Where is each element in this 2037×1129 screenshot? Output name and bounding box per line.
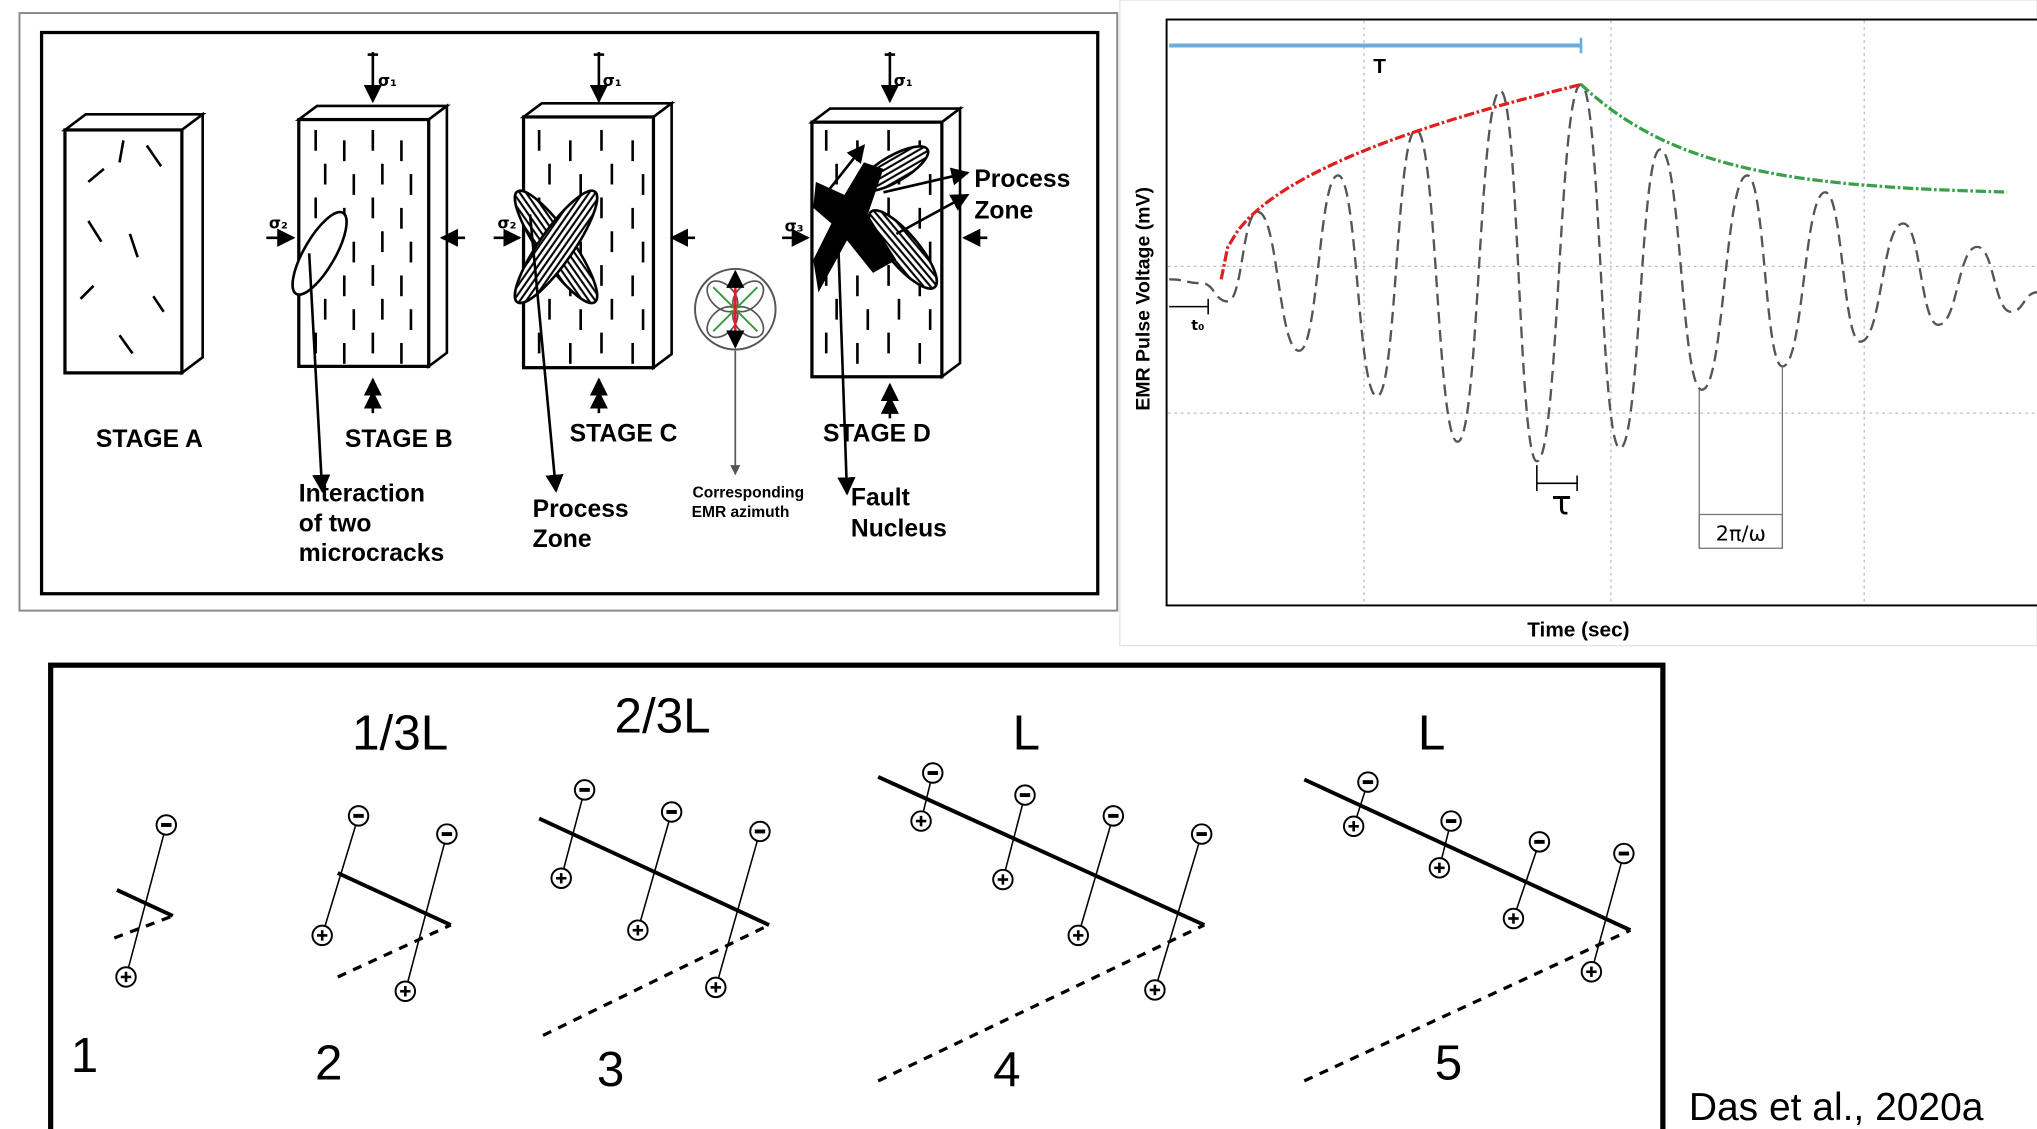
stress-labels: σ₁ σ₁ σ₁ σ₂ σ₂ σ₃ bbox=[269, 72, 913, 235]
microcrack bbox=[87, 167, 105, 183]
crack-graphics bbox=[113, 762, 1635, 1083]
axis-label: Time (sec) bbox=[1527, 619, 1629, 642]
stress-label: σ₁ bbox=[603, 72, 622, 90]
crack bbox=[1303, 777, 1632, 932]
stage-label: STAGE C bbox=[570, 421, 678, 448]
axis-label: EMR Pulse Voltage (mV) bbox=[1133, 187, 1155, 411]
annotation: t₀ bbox=[1191, 318, 1204, 334]
block-top bbox=[294, 104, 451, 121]
crack-dashed bbox=[113, 914, 174, 940]
length-label: 1/3L bbox=[352, 706, 448, 761]
step-number: 4 bbox=[993, 1042, 1020, 1097]
annotation: τ bbox=[1551, 483, 1571, 522]
stress-label: σ₁ bbox=[378, 72, 397, 90]
annotation: 2π/ω bbox=[1716, 521, 1766, 545]
block-top bbox=[61, 113, 207, 132]
crack-dashed bbox=[337, 923, 452, 979]
step-number: 2 bbox=[315, 1036, 342, 1091]
step-number: 1 bbox=[71, 1028, 98, 1083]
pointer-arrow bbox=[895, 193, 970, 236]
annotation: Corresponding bbox=[692, 485, 804, 502]
rise-envelope bbox=[1219, 82, 1582, 280]
pointer-arrow bbox=[307, 253, 331, 493]
microcrack bbox=[79, 284, 95, 300]
crack-ellipse bbox=[291, 210, 348, 296]
annotation: Fault bbox=[851, 484, 910, 511]
block-top bbox=[808, 107, 964, 124]
annotation: Interaction bbox=[299, 480, 425, 507]
length-label: L bbox=[1013, 706, 1040, 761]
microcrack bbox=[128, 233, 139, 258]
stage-label: STAGE D bbox=[823, 421, 931, 448]
length-label: 2/3L bbox=[615, 689, 711, 744]
stage-label: STAGE A bbox=[96, 426, 203, 453]
panel-frame bbox=[48, 662, 1666, 1129]
microcrack bbox=[118, 140, 125, 163]
stress-label: σ₂ bbox=[269, 215, 288, 233]
dipole-link bbox=[1590, 853, 1625, 972]
annotation: Zone bbox=[533, 526, 592, 553]
crack bbox=[336, 871, 452, 927]
period-box bbox=[1698, 513, 1784, 549]
pointer-arrow bbox=[823, 144, 866, 196]
microcrack bbox=[118, 334, 134, 355]
block-side bbox=[652, 100, 673, 371]
annotation: of two bbox=[299, 510, 372, 537]
annotation: Process bbox=[974, 166, 1070, 193]
annotation: Zone bbox=[974, 197, 1033, 224]
length-label: L bbox=[1418, 706, 1445, 761]
microcrack bbox=[145, 144, 163, 168]
stress-label: σ₃ bbox=[785, 217, 804, 235]
annotation: microcracks bbox=[299, 540, 444, 567]
block-side bbox=[940, 105, 962, 380]
step-number: 5 bbox=[1435, 1036, 1462, 1091]
fault-nucleus bbox=[813, 162, 897, 293]
block-front bbox=[63, 128, 184, 375]
annotation: Nucleus bbox=[851, 516, 947, 543]
step-number: 3 bbox=[597, 1042, 624, 1097]
pointer-arrow bbox=[883, 167, 970, 194]
stress-label: σ₁ bbox=[894, 72, 913, 90]
stage-graphics bbox=[61, 52, 988, 496]
plot-area bbox=[1165, 18, 2037, 607]
stage-labels: STAGE A STAGE B STAGE C STAGE D Interact… bbox=[96, 166, 1070, 567]
stress-label: σ₂ bbox=[498, 215, 517, 233]
crack bbox=[538, 816, 770, 927]
block-side bbox=[427, 103, 449, 369]
crack-dashed bbox=[542, 923, 770, 1037]
pointer-arrow bbox=[836, 233, 856, 496]
block-top bbox=[519, 102, 676, 119]
annotation: T bbox=[1373, 55, 1386, 78]
decay-envelope bbox=[1579, 83, 2008, 194]
emr-graphics bbox=[1167, 20, 2037, 605]
pointer-arrow bbox=[528, 214, 564, 493]
dipole-link bbox=[125, 824, 168, 978]
crack-labels: 1/3L 2/3L L L 1 2 3 4 5 bbox=[71, 689, 1463, 1097]
crack bbox=[877, 775, 1206, 927]
annotation: EMR azimuth bbox=[692, 504, 790, 521]
stage-label: STAGE B bbox=[345, 426, 453, 453]
block-side bbox=[180, 111, 204, 376]
microcrack bbox=[152, 295, 165, 313]
microcrack bbox=[87, 220, 103, 243]
crack bbox=[116, 888, 174, 918]
annotation: Process bbox=[533, 496, 629, 523]
citation: Das et al., 2020a bbox=[1689, 1086, 1984, 1129]
